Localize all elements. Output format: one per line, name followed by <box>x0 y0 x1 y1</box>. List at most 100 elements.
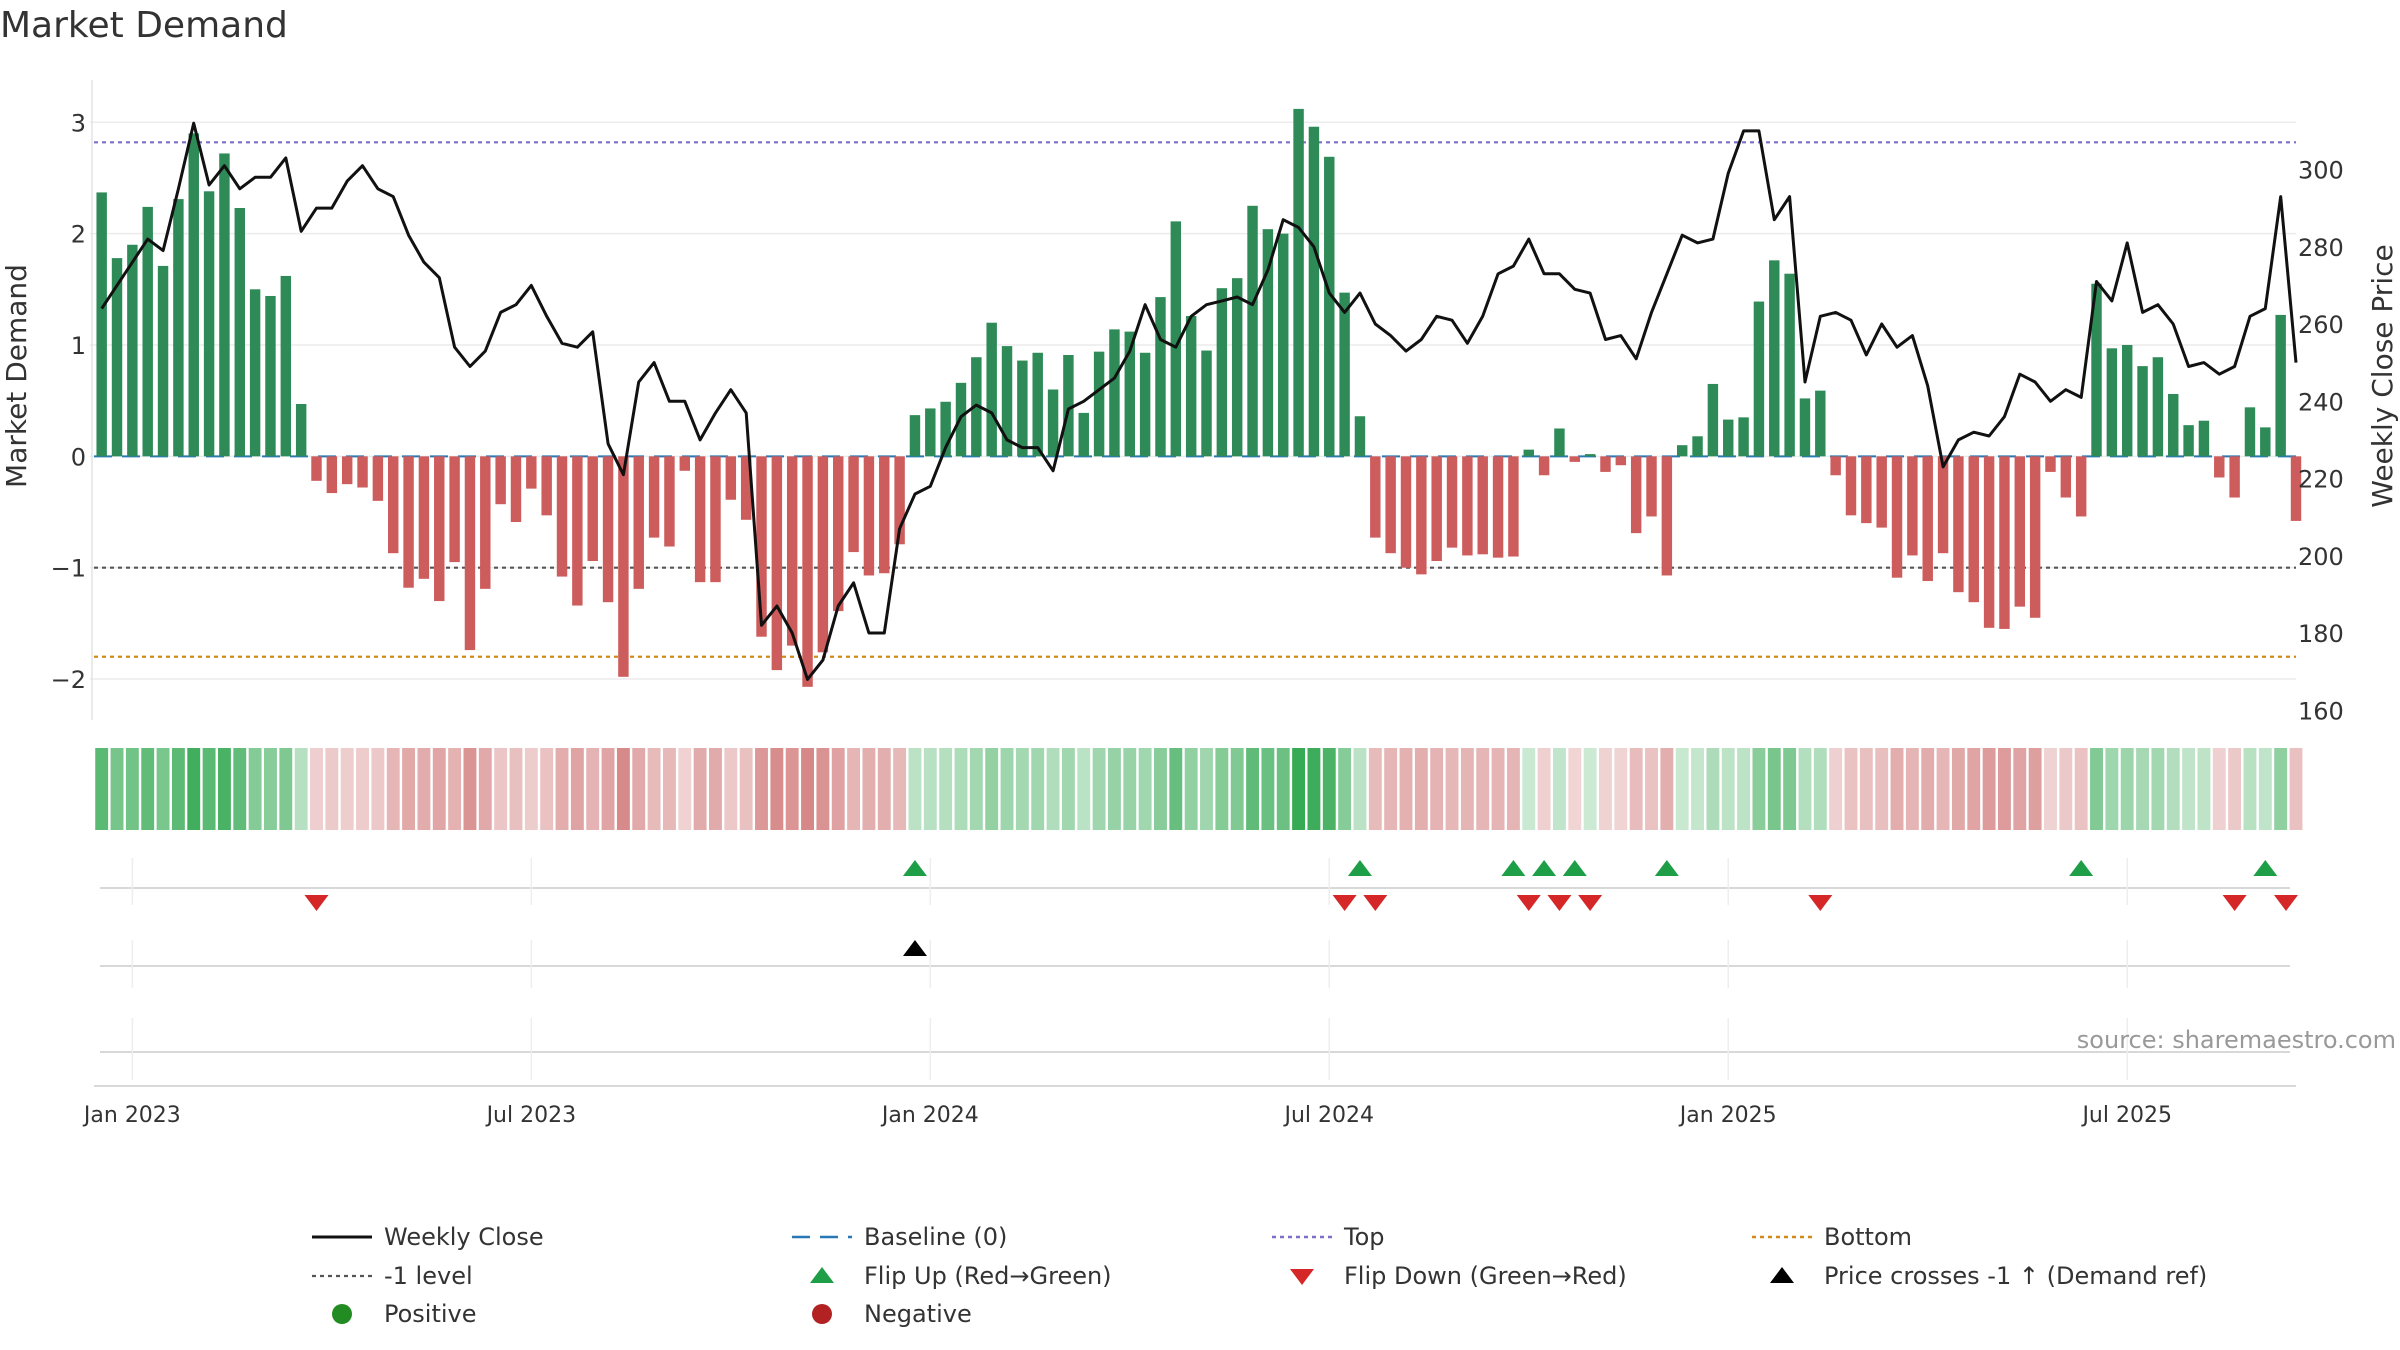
strip-cell <box>202 748 216 830</box>
strip-cell <box>1783 748 1797 830</box>
demand-bar <box>403 456 414 588</box>
demand-bar <box>1047 389 1059 457</box>
demand-bar <box>1032 352 1043 457</box>
demand-bar <box>2075 456 2087 517</box>
strip-cell <box>95 748 109 830</box>
demand-bar <box>710 456 721 583</box>
y-tick-right: 300 <box>2298 157 2344 185</box>
demand-bar <box>679 456 690 471</box>
demand-bar <box>1769 260 1780 457</box>
demand-bar <box>2152 357 2164 457</box>
strip-cell <box>1706 748 1720 830</box>
strip-cell <box>816 748 830 830</box>
strip-cell <box>1384 748 1398 830</box>
axes: 3 2 1 0 −1 −2 300 280 260 240 220 200 180 160 Jan 2023… <box>51 80 2344 1128</box>
demand-bar <box>1937 456 1949 554</box>
demand-bar <box>556 456 568 577</box>
strip-cell <box>417 748 431 830</box>
demand-bar <box>1278 233 1289 457</box>
legend-top: Top <box>1343 1223 1385 1251</box>
strip-cell <box>647 748 661 830</box>
strip-cell <box>739 748 753 830</box>
demand-bar <box>1201 350 1212 457</box>
strip-cell <box>586 748 600 830</box>
strip-cell <box>156 748 170 830</box>
strip-cell <box>2151 748 2165 830</box>
demand-bar <box>1723 419 1734 457</box>
strip-cell <box>1737 748 1751 830</box>
strip-cell <box>1645 748 1658 830</box>
x-tick-label: Jan 2025 <box>1678 1103 1777 1128</box>
strip-cell <box>2212 748 2226 830</box>
strip-cell <box>1875 748 1889 830</box>
demand-bar <box>1170 221 1182 457</box>
strip-cell <box>2228 748 2242 830</box>
demand-bar <box>2244 407 2256 457</box>
strip-cell <box>1599 748 1612 830</box>
demand-bar <box>1262 229 1274 457</box>
strip-cell <box>110 748 124 830</box>
y-tick-right: 260 <box>2298 311 2344 339</box>
strip-cell <box>770 748 784 830</box>
strip-cell <box>1813 748 1827 830</box>
flip-up-marker <box>1501 860 1526 876</box>
strip-cell <box>509 748 523 830</box>
demand-bar <box>2045 456 2056 472</box>
strip-cell <box>1537 748 1551 830</box>
demand-bar <box>2229 456 2240 498</box>
flip-up-marker <box>1347 860 1372 876</box>
demand-bar <box>1400 456 1412 568</box>
demand-bar <box>1139 352 1151 457</box>
demand-bar <box>1324 156 1335 457</box>
strip-cell <box>2136 748 2149 830</box>
demand-bar <box>1109 329 1120 457</box>
demand-bar <box>802 456 813 687</box>
legend-positive: Positive <box>384 1300 477 1328</box>
demand-bar <box>1416 456 1427 575</box>
strip-cell <box>877 748 891 830</box>
flip-up-marker <box>1532 860 1557 876</box>
strip-cell <box>187 748 201 830</box>
strip-cell <box>1890 748 1904 830</box>
strip-cell <box>755 748 768 830</box>
demand-bar <box>541 456 552 516</box>
demand-bar <box>648 456 660 538</box>
strip-cell <box>1292 748 1306 830</box>
flip-down-marker <box>1547 895 1572 911</box>
y-tick-left: 0 <box>71 443 86 471</box>
demand-color-strip <box>95 748 2303 830</box>
x-tick-label: Jan 2023 <box>82 1103 181 1128</box>
strip-cell <box>1721 748 1735 830</box>
strip-cell <box>1092 748 1106 830</box>
demand-bar <box>1876 456 1887 528</box>
demand-bar <box>510 456 522 523</box>
demand-bar <box>341 456 353 485</box>
strip-cell <box>1629 748 1643 830</box>
strip-cell <box>1445 748 1459 830</box>
demand-bar <box>894 456 905 545</box>
strip-cell <box>1169 748 1183 830</box>
strip-cell <box>402 748 416 830</box>
demand-bar <box>1247 205 1258 457</box>
source-note: source: sharemaestro.com <box>2077 1026 2396 1054</box>
strip-cell <box>1967 748 1981 830</box>
strip-cell <box>2074 748 2088 830</box>
demand-bar <box>1907 456 1918 556</box>
demand-bar <box>1308 126 1320 457</box>
demand-bar <box>1707 383 1719 457</box>
flip-up-marker <box>1562 860 1587 876</box>
flip-up-marker <box>902 860 927 876</box>
chart-title: Market Demand <box>0 5 288 46</box>
demand-bar <box>1093 351 1105 457</box>
strip-cell <box>1798 748 1812 830</box>
demand-bar <box>265 295 276 457</box>
strip-cell <box>356 748 369 830</box>
demand-bar <box>2275 314 2286 457</box>
strip-cell <box>1506 748 1520 830</box>
flip-down-marker <box>2274 895 2298 911</box>
demand-bar <box>602 456 614 603</box>
strip-cell <box>2182 748 2196 830</box>
strip-cell <box>478 748 492 830</box>
strip-cell <box>1844 748 1858 830</box>
